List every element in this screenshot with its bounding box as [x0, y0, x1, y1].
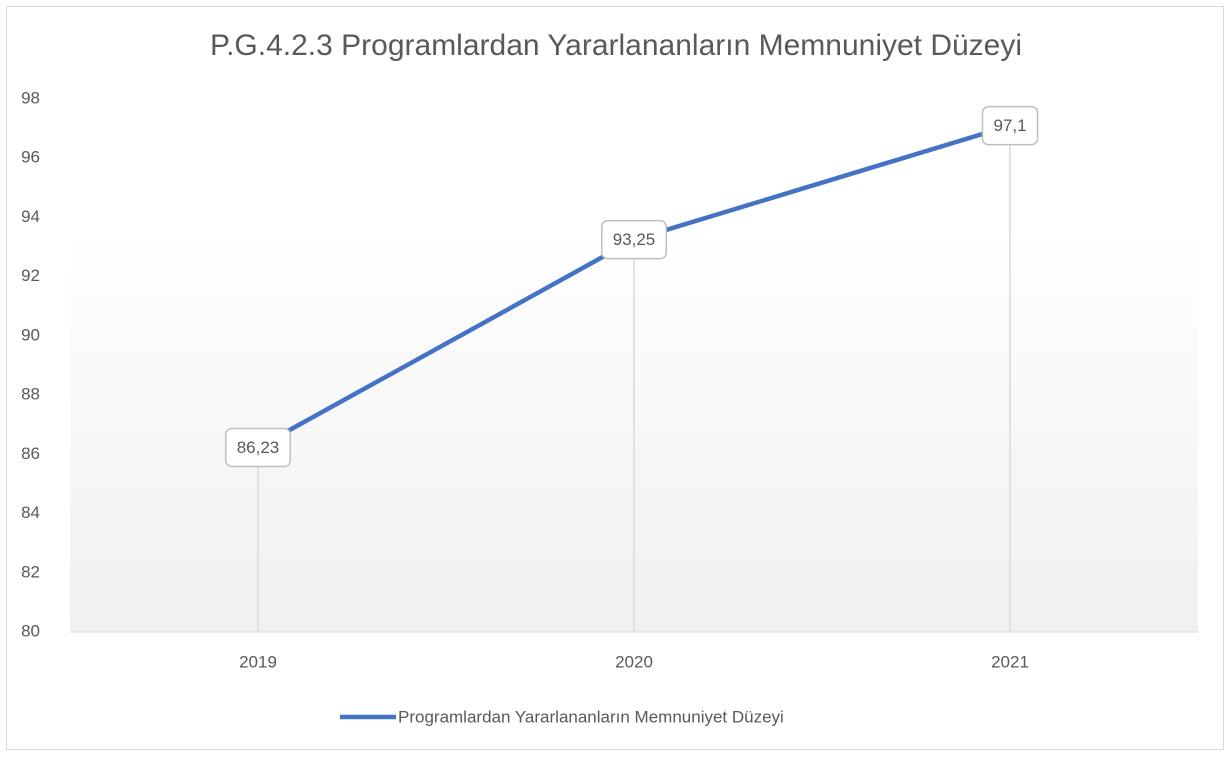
y-tick-label: 98 [21, 88, 40, 107]
y-tick-label: 82 [21, 562, 40, 581]
y-tick-label: 84 [21, 503, 40, 522]
data-label: 93,25 [613, 230, 656, 249]
data-label-box [981, 105, 1039, 146]
y-tick-label: 90 [21, 325, 40, 344]
y-tick-label: 92 [21, 266, 40, 285]
data-label: 97,1 [993, 116, 1026, 135]
y-tick-label: 86 [21, 444, 40, 463]
y-tick-label: 96 [21, 148, 40, 167]
chart-title: P.G.4.2.3 Programlardan Yararlananların … [210, 29, 1022, 62]
x-tick-label: 2020 [615, 652, 653, 671]
data-label-box [224, 427, 292, 468]
y-tick-label: 80 [21, 621, 40, 640]
x-tick-label: 2019 [239, 652, 277, 671]
x-tick-label: 2021 [991, 652, 1029, 671]
y-tick-label: 94 [21, 207, 40, 226]
legend-label: Programlardan Yararlananların Memnuniyet… [398, 707, 784, 726]
data-label-box [600, 219, 668, 260]
y-tick-label: 88 [21, 385, 40, 404]
data-label: 86,23 [237, 438, 280, 457]
